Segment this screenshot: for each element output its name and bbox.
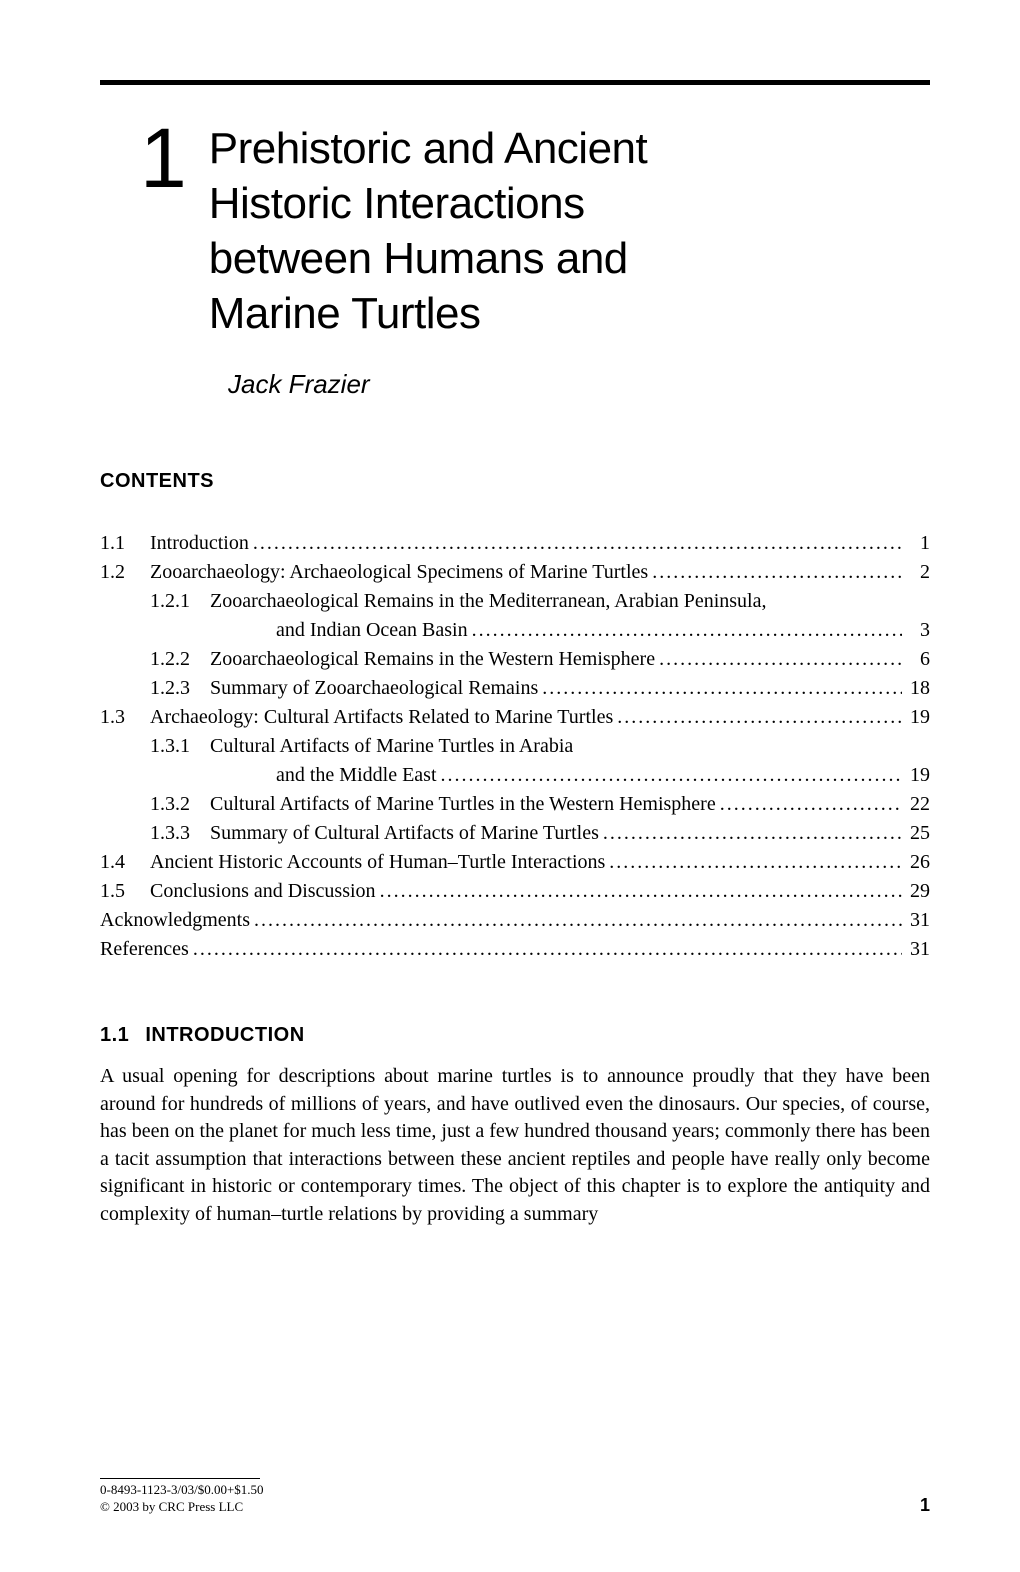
toc-number: 1.3.1 (150, 732, 210, 761)
footer-line: 0-8493-1123-3/03/$0.00+$1.50 (100, 1482, 264, 1499)
toc-entry: 1.3.1 Cultural Artifacts of Marine Turtl… (100, 732, 930, 761)
chapter-rule (100, 80, 930, 85)
toc-entry: 1.2 Zooarchaeology: Archaeological Speci… (100, 558, 930, 587)
toc-text: References (100, 935, 189, 964)
toc-number: 1.2.2 (150, 645, 210, 674)
chapter-title-line: Prehistoric and Ancient (209, 121, 648, 176)
toc-page: 31 (906, 906, 930, 935)
toc-entry: 1.3.2 Cultural Artifacts of Marine Turtl… (100, 790, 930, 819)
toc-page: 25 (906, 819, 930, 848)
toc-entry-cont: and the Middle East 19 (100, 761, 930, 790)
toc-entry-cont: and Indian Ocean Basin 3 (100, 616, 930, 645)
chapter-heading: 1 Prehistoric and Ancient Historic Inter… (100, 121, 930, 341)
toc-leader (472, 616, 902, 645)
toc-entry: 1.1 Introduction 1 (100, 529, 930, 558)
toc-page: 26 (906, 848, 930, 877)
toc-number: 1.1 (100, 529, 150, 558)
chapter-title-line: Marine Turtles (209, 286, 648, 341)
toc-leader (380, 877, 902, 906)
section-heading: 1.1 INTRODUCTION (100, 1024, 930, 1047)
toc-page: 2 (906, 558, 930, 587)
toc-number: 1.5 (100, 877, 150, 906)
toc-entry: References 31 (100, 935, 930, 964)
toc-entry: 1.2.1 Zooarchaeological Remains in the M… (100, 587, 930, 616)
toc-leader (720, 790, 902, 819)
toc-text: Zooarchaeological Remains in the Western… (210, 645, 655, 674)
toc-number: 1.2.1 (150, 587, 210, 616)
toc-page: 19 (906, 703, 930, 732)
section-title: INTRODUCTION (145, 1024, 304, 1046)
chapter-author: Jack Frazier (228, 369, 930, 400)
toc-leader (659, 645, 902, 674)
toc-entry: 1.3 Archaeology: Cultural Artifacts Rela… (100, 703, 930, 732)
toc-text: and Indian Ocean Basin (276, 616, 468, 645)
toc-leader (253, 529, 902, 558)
table-of-contents: 1.1 Introduction 1 1.2 Zooarchaeology: A… (100, 529, 930, 964)
toc-leader (254, 906, 902, 935)
toc-text: and the Middle East (276, 761, 437, 790)
chapter-title: Prehistoric and Ancient Historic Interac… (209, 121, 648, 341)
toc-page: 31 (906, 935, 930, 964)
footer-line: © 2003 by CRC Press LLC (100, 1499, 264, 1516)
toc-number: 1.3 (100, 703, 150, 732)
chapter-title-line: Historic Interactions (209, 176, 648, 231)
toc-page: 19 (906, 761, 930, 790)
toc-entry: 1.2.2 Zooarchaeological Remains in the W… (100, 645, 930, 674)
toc-leader (542, 674, 902, 703)
toc-number: 1.4 (100, 848, 150, 877)
page-number: 1 (920, 1495, 930, 1516)
toc-text: Ancient Historic Accounts of Human–Turtl… (150, 848, 605, 877)
section-number: 1.1 (100, 1024, 129, 1046)
page-footer: 0-8493-1123-3/03/$0.00+$1.50 © 2003 by C… (100, 1478, 930, 1516)
toc-page: 1 (906, 529, 930, 558)
toc-entry: 1.2.3 Summary of Zooarchaeological Remai… (100, 674, 930, 703)
toc-page: 6 (906, 645, 930, 674)
toc-page: 3 (906, 616, 930, 645)
toc-text: Conclusions and Discussion (150, 877, 376, 906)
toc-text: Archaeology: Cultural Artifacts Related … (150, 703, 613, 732)
toc-number: 1.3.3 (150, 819, 210, 848)
footer-rule (100, 1478, 260, 1479)
toc-entry: 1.4 Ancient Historic Accounts of Human–T… (100, 848, 930, 877)
toc-entry: Acknowledgments 31 (100, 906, 930, 935)
toc-page: 22 (906, 790, 930, 819)
body-paragraph: A usual opening for descriptions about m… (100, 1063, 930, 1229)
toc-number: 1.3.2 (150, 790, 210, 819)
footer-copyright: 0-8493-1123-3/03/$0.00+$1.50 © 2003 by C… (100, 1478, 264, 1516)
toc-leader (603, 819, 902, 848)
toc-text: Introduction (150, 529, 249, 558)
toc-text: Cultural Artifacts of Marine Turtles in … (210, 732, 573, 761)
toc-leader (617, 703, 902, 732)
toc-page: 18 (906, 674, 930, 703)
toc-text: Summary of Zooarchaeological Remains (210, 674, 538, 703)
toc-number: 1.2.3 (150, 674, 210, 703)
toc-text: Zooarchaeological Remains in the Mediter… (210, 587, 766, 616)
toc-leader (652, 558, 902, 587)
toc-text: Zooarchaeology: Archaeological Specimens… (150, 558, 648, 587)
toc-page: 29 (906, 877, 930, 906)
chapter-number: 1 (140, 121, 187, 197)
toc-entry: 1.5 Conclusions and Discussion 29 (100, 877, 930, 906)
contents-heading: CONTENTS (100, 470, 930, 493)
toc-leader (609, 848, 902, 877)
toc-number: 1.2 (100, 558, 150, 587)
toc-leader (441, 761, 902, 790)
chapter-title-line: between Humans and (209, 231, 648, 286)
toc-entry: 1.3.3 Summary of Cultural Artifacts of M… (100, 819, 930, 848)
toc-text: Summary of Cultural Artifacts of Marine … (210, 819, 599, 848)
toc-text: Acknowledgments (100, 906, 250, 935)
toc-text: Cultural Artifacts of Marine Turtles in … (210, 790, 716, 819)
toc-leader (193, 935, 902, 964)
